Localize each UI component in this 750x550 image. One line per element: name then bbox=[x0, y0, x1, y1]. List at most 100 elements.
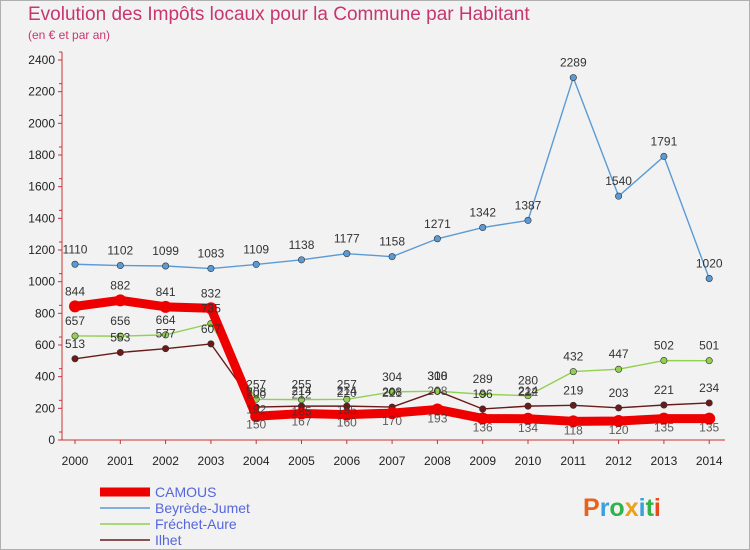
data-point bbox=[71, 332, 79, 340]
data-label: 212 bbox=[291, 387, 311, 401]
x-tick-label: 2002 bbox=[152, 454, 179, 468]
data-point bbox=[660, 401, 668, 409]
logo-letter: t bbox=[646, 494, 655, 522]
logo-text: Proxiti bbox=[583, 494, 661, 522]
data-label: 118 bbox=[564, 423, 583, 437]
data-label: 214 bbox=[337, 384, 357, 398]
data-point bbox=[343, 250, 351, 258]
data-label: 192 bbox=[246, 403, 266, 417]
data-label: 657 bbox=[65, 314, 85, 328]
y-tick-label: 1000 bbox=[28, 275, 55, 289]
data-label: 167 bbox=[291, 415, 311, 429]
y-tick-label: 800 bbox=[35, 306, 55, 320]
x-tick-label: 2014 bbox=[696, 454, 723, 468]
data-label: 1102 bbox=[107, 244, 133, 258]
data-label: 257 bbox=[337, 377, 357, 391]
data-point bbox=[114, 294, 127, 307]
data-label: 553 bbox=[110, 330, 130, 344]
data-label: 289 bbox=[473, 372, 493, 386]
data-label: 222 bbox=[518, 385, 538, 399]
legend-label: Ilhet bbox=[155, 532, 182, 548]
logo-letter: i bbox=[639, 494, 646, 522]
data-point bbox=[615, 192, 623, 200]
data-label: 136 bbox=[473, 420, 493, 434]
data-point bbox=[431, 403, 444, 416]
data-point bbox=[524, 216, 532, 224]
data-label: 255 bbox=[291, 378, 311, 392]
data-point bbox=[479, 405, 487, 413]
chart-title: Evolution des Impôts locaux pour la Comm… bbox=[28, 4, 530, 25]
data-point bbox=[615, 404, 623, 412]
data-label: 1387 bbox=[515, 198, 542, 212]
series-layer bbox=[69, 74, 716, 428]
data-point bbox=[615, 365, 623, 373]
data-point bbox=[252, 260, 260, 268]
data-label: 160 bbox=[337, 416, 357, 430]
legend-label: Beyrède-Jumet bbox=[155, 500, 250, 516]
data-point bbox=[162, 345, 170, 353]
logo-letter: P bbox=[583, 494, 600, 522]
data-label: 214 bbox=[518, 384, 538, 398]
data-point bbox=[569, 368, 577, 376]
data-point bbox=[524, 392, 532, 400]
y-tick-label: 0 bbox=[48, 433, 55, 447]
data-label: 219 bbox=[563, 383, 583, 397]
y-tick-label: 1200 bbox=[28, 243, 55, 257]
axes: 0 200 400 600 800 1000 1200 1400 1600 1800 2000 220… bbox=[28, 51, 725, 468]
x-tick-label: 2004 bbox=[243, 454, 270, 468]
data-point bbox=[567, 415, 580, 428]
data-label: 308 bbox=[427, 369, 447, 383]
data-label: 208 bbox=[246, 385, 266, 399]
data-label: 221 bbox=[382, 386, 402, 400]
logo-letter: r bbox=[600, 494, 610, 522]
data-point bbox=[159, 300, 172, 313]
data-label: 1158 bbox=[379, 235, 405, 249]
data-label: 1791 bbox=[651, 134, 678, 148]
data-point bbox=[705, 399, 713, 407]
data-point bbox=[569, 401, 577, 409]
data-point bbox=[433, 235, 441, 243]
logo-letter: o bbox=[609, 494, 624, 522]
data-label: 832 bbox=[201, 286, 221, 300]
data-label: 280 bbox=[518, 374, 538, 388]
data-point bbox=[433, 387, 441, 395]
data-point bbox=[207, 340, 215, 348]
y-tick-label: 2400 bbox=[28, 53, 55, 67]
data-label: 220 bbox=[337, 386, 357, 400]
y-tick-label: 200 bbox=[35, 401, 55, 415]
legend-label: CAMOUS bbox=[155, 484, 216, 500]
x-tick-label: 2013 bbox=[651, 454, 678, 468]
data-label: 150 bbox=[246, 417, 266, 431]
data-label: 607 bbox=[201, 322, 221, 336]
data-point bbox=[207, 265, 215, 273]
data-label: 120 bbox=[609, 423, 629, 437]
data-point bbox=[479, 390, 487, 398]
data-point bbox=[71, 355, 79, 363]
data-label: 304 bbox=[382, 370, 402, 384]
x-tick-label: 2003 bbox=[198, 454, 225, 468]
data-point bbox=[569, 74, 577, 82]
data-label: 2289 bbox=[560, 56, 587, 70]
data-point bbox=[250, 410, 263, 423]
y-tick-label: 2200 bbox=[28, 85, 55, 99]
data-point bbox=[295, 407, 308, 420]
data-label: 170 bbox=[382, 414, 402, 428]
data-point bbox=[116, 348, 124, 356]
data-label: 577 bbox=[156, 327, 176, 341]
data-point bbox=[522, 412, 534, 425]
x-tick-label: 2012 bbox=[605, 454, 632, 468]
data-point bbox=[660, 152, 668, 160]
data-label: 135 bbox=[654, 421, 674, 435]
data-label: 882 bbox=[110, 278, 130, 292]
data-point bbox=[71, 260, 79, 268]
y-tick-label: 1400 bbox=[28, 211, 55, 225]
data-label: 735 bbox=[201, 302, 221, 316]
data-point bbox=[162, 331, 170, 339]
x-tick-label: 2011 bbox=[560, 454, 586, 468]
x-tick-label: 2005 bbox=[288, 454, 315, 468]
data-point bbox=[476, 412, 489, 425]
data-label: 1342 bbox=[469, 206, 496, 220]
data-point bbox=[657, 412, 670, 425]
